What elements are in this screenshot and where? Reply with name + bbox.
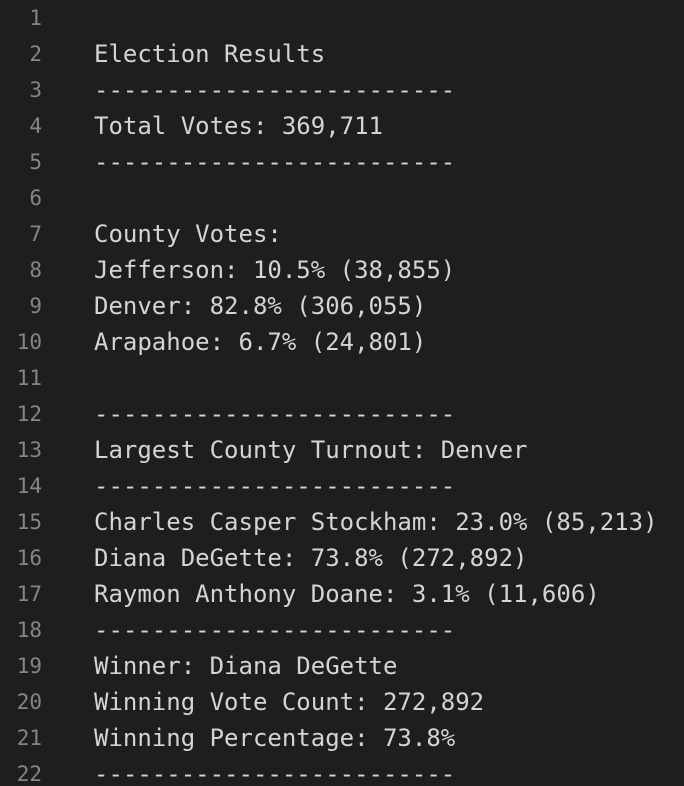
line-number: 2 [29, 42, 42, 66]
editor-line[interactable]: 17 Raymon Anthony Doane: 3.1% (11,606) [0, 576, 684, 612]
editor-line[interactable]: 12 ------------------------- [0, 396, 684, 432]
line-text[interactable]: ------------------------- [94, 616, 456, 644]
line-number: 7 [29, 222, 42, 246]
editor-line[interactable]: 11 [0, 360, 684, 396]
line-number: 18 [16, 618, 42, 642]
line-text[interactable]: Diana DeGette: 73.8% (272,892) [94, 544, 528, 572]
line-text[interactable]: Winning Vote Count: 272,892 [94, 688, 485, 716]
line-text[interactable]: Charles Casper Stockham: 23.0% (85,213) [94, 508, 658, 536]
line-text[interactable]: Largest County Turnout: Denver [94, 436, 528, 464]
editor-line[interactable]: 13 Largest County Turnout: Denver [0, 432, 684, 468]
line-text[interactable]: ------------------------- [94, 400, 456, 428]
line-number: 19 [16, 654, 42, 678]
line-text[interactable]: ------------------------- [94, 148, 456, 176]
editor-line[interactable]: 15 Charles Casper Stockham: 23.0% (85,213… [0, 504, 684, 540]
line-number: 9 [29, 294, 42, 318]
editor-line[interactable]: 14 ------------------------- [0, 468, 684, 504]
line-number: 5 [29, 150, 42, 174]
line-text[interactable]: Election Results [94, 40, 326, 68]
line-number: 17 [16, 582, 42, 606]
line-number: 22 [16, 762, 42, 786]
line-number: 13 [16, 438, 42, 462]
editor-line[interactable]: 3 ------------------------- [0, 72, 684, 108]
line-number: 11 [16, 366, 42, 390]
line-text[interactable]: Total Votes: 369,711 [94, 112, 383, 140]
editor-line[interactable]: 16 Diana DeGette: 73.8% (272,892) [0, 540, 684, 576]
editor-line[interactable]: 4 Total Votes: 369,711 [0, 108, 684, 144]
line-number: 15 [16, 510, 42, 534]
editor-line[interactable]: 21 Winning Percentage: 73.8% [0, 720, 684, 756]
editor-line[interactable]: 18 ------------------------- [0, 612, 684, 648]
line-number: 6 [29, 186, 42, 210]
line-text[interactable]: Winning Percentage: 73.8% [94, 724, 456, 752]
line-number: 21 [16, 726, 42, 750]
line-text[interactable]: ------------------------- [94, 76, 456, 104]
line-text[interactable]: Raymon Anthony Doane: 3.1% (11,606) [94, 580, 600, 608]
line-number: 8 [29, 258, 42, 282]
editor-line[interactable]: 6 [0, 180, 684, 216]
line-text[interactable]: ------------------------- [94, 760, 456, 786]
line-number: 4 [29, 114, 42, 138]
line-number: 16 [16, 546, 42, 570]
line-text[interactable]: County Votes: [94, 220, 282, 248]
editor-line[interactable]: 9 Denver: 82.8% (306,055) [0, 288, 684, 324]
line-number: 3 [29, 78, 42, 102]
line-number: 14 [16, 474, 42, 498]
editor-line[interactable]: 2 Election Results [0, 36, 684, 72]
editor-line[interactable]: 10 Arapahoe: 6.7% (24,801) [0, 324, 684, 360]
line-number: 1 [29, 6, 42, 30]
line-text[interactable]: Arapahoe: 6.7% (24,801) [94, 328, 427, 356]
editor-line[interactable]: 20 Winning Vote Count: 272,892 [0, 684, 684, 720]
editor-line[interactable]: 19 Winner: Diana DeGette [0, 648, 684, 684]
line-number: 12 [16, 402, 42, 426]
editor-line[interactable]: 8 Jefferson: 10.5% (38,855) [0, 252, 684, 288]
editor-line[interactable]: 1 [0, 0, 684, 36]
editor-line[interactable]: 7 County Votes: [0, 216, 684, 252]
line-number: 10 [16, 330, 42, 354]
line-number: 20 [16, 690, 42, 714]
editor-line[interactable]: 5 ------------------------- [0, 144, 684, 180]
line-text[interactable]: ------------------------- [94, 472, 456, 500]
line-text[interactable]: Jefferson: 10.5% (38,855) [94, 256, 456, 284]
line-text[interactable]: Winner: Diana DeGette [94, 652, 398, 680]
editor-line[interactable]: 22 ------------------------- [0, 756, 684, 786]
line-text[interactable]: Denver: 82.8% (306,055) [94, 292, 427, 320]
